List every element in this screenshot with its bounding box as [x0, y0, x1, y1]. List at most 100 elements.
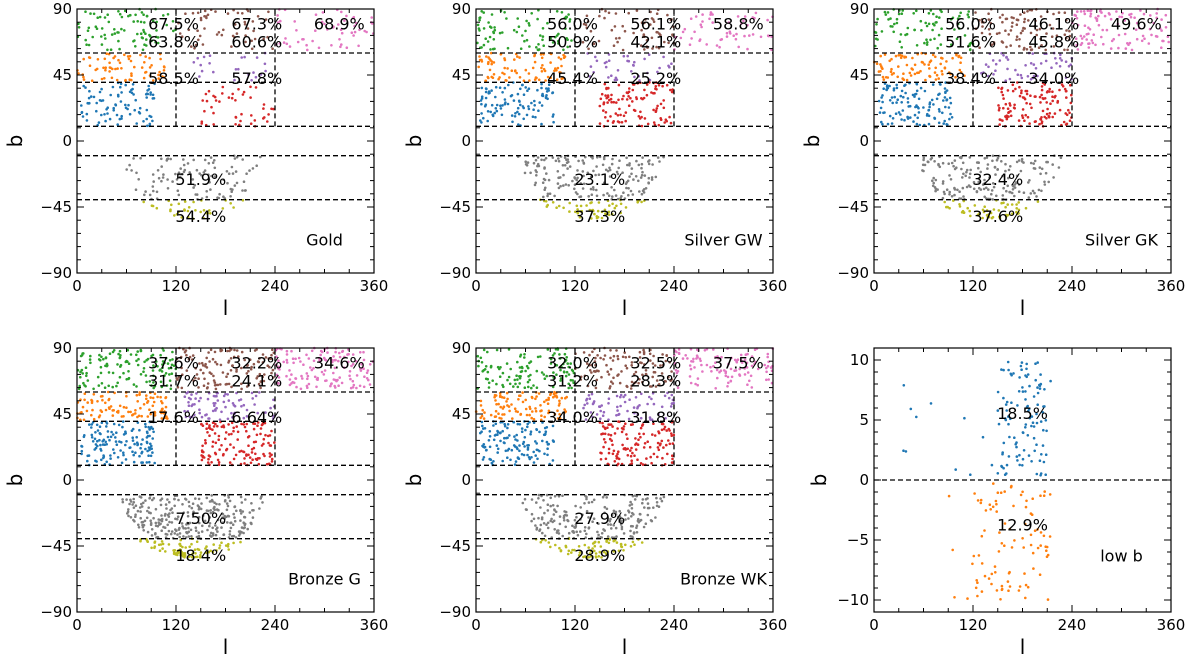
data-point	[155, 20, 158, 24]
data-point	[1099, 9, 1102, 13]
data-point	[160, 540, 164, 543]
data-point	[480, 102, 483, 106]
data-point	[478, 55, 481, 58]
data-point	[1120, 15, 1124, 19]
data-point	[129, 446, 132, 449]
data-point	[528, 24, 531, 27]
data-point	[285, 361, 289, 364]
data-point	[655, 12, 659, 15]
region-points	[974, 7, 1072, 52]
region-percentage-label: 25.2%	[630, 69, 681, 88]
data-point	[209, 348, 213, 352]
data-point	[299, 360, 302, 363]
data-point	[1000, 86, 1004, 90]
data-point	[553, 528, 556, 531]
data-point	[1002, 106, 1005, 110]
data-point	[136, 509, 140, 513]
data-point	[254, 394, 258, 398]
data-point	[99, 449, 103, 452]
data-point	[191, 358, 194, 361]
data-point	[231, 523, 235, 526]
data-point	[542, 499, 545, 502]
data-point	[188, 505, 191, 508]
data-point	[112, 109, 115, 112]
data-point	[95, 460, 98, 463]
data-point	[119, 363, 123, 367]
data-point	[246, 364, 249, 367]
data-point	[515, 433, 518, 437]
data-point	[622, 94, 625, 98]
y-tick-label: −45	[40, 198, 72, 216]
data-point	[668, 115, 671, 119]
data-point	[196, 504, 200, 507]
data-point	[996, 168, 999, 171]
data-point	[1060, 59, 1063, 62]
data-point	[652, 452, 656, 456]
data-point	[114, 440, 118, 443]
data-point	[195, 373, 199, 376]
data-point	[644, 187, 648, 190]
data-point	[161, 176, 165, 179]
data-point	[208, 434, 211, 438]
data-point	[1038, 122, 1041, 126]
data-point	[230, 432, 233, 436]
data-point	[354, 360, 358, 363]
data-point	[701, 370, 704, 373]
data-point	[106, 435, 110, 439]
data-point	[552, 395, 555, 399]
data-point	[82, 381, 85, 385]
data-point	[901, 9, 904, 12]
data-point	[639, 435, 642, 439]
data-point	[126, 348, 130, 352]
data-point	[261, 361, 265, 364]
data-point	[132, 460, 136, 464]
data-point	[641, 501, 644, 505]
data-point	[526, 446, 530, 450]
data-point	[532, 517, 536, 521]
data-point	[80, 110, 84, 114]
data-point	[487, 90, 491, 93]
data-point	[651, 433, 654, 436]
region-points	[476, 8, 573, 52]
data-point	[477, 65, 481, 69]
data-point	[543, 400, 546, 404]
data-point	[540, 56, 544, 60]
data-point	[116, 123, 119, 126]
data-point	[1018, 44, 1021, 48]
data-point	[105, 460, 108, 464]
data-point	[982, 210, 986, 214]
data-point	[128, 112, 132, 116]
x-tick-label: 360	[1157, 277, 1186, 295]
data-point	[277, 367, 280, 371]
data-point	[183, 409, 186, 413]
data-point	[633, 60, 636, 64]
data-point	[998, 59, 1002, 62]
data-point	[568, 201, 571, 205]
data-point	[557, 39, 560, 43]
data-point	[635, 9, 639, 12]
data-point	[217, 434, 221, 438]
data-point	[307, 357, 311, 360]
data-point	[525, 38, 529, 42]
data-point	[480, 121, 483, 124]
data-point	[1086, 9, 1090, 12]
data-point	[255, 164, 258, 167]
data-point	[607, 11, 611, 15]
data-point	[557, 56, 561, 59]
region-percentage-label: 51.6%	[945, 32, 996, 51]
data-point	[214, 408, 217, 411]
data-point	[991, 59, 995, 62]
data-point	[348, 374, 351, 378]
data-point	[1058, 57, 1062, 60]
data-point	[482, 348, 486, 352]
data-point	[340, 10, 343, 14]
data-point	[962, 172, 965, 176]
data-point	[605, 363, 608, 367]
panel-name-label: Gold	[306, 230, 343, 249]
data-point	[901, 77, 904, 80]
data-point	[154, 532, 157, 535]
data-point	[205, 195, 209, 199]
data-point	[104, 37, 107, 40]
data-point	[488, 457, 492, 461]
data-point	[118, 349, 122, 353]
